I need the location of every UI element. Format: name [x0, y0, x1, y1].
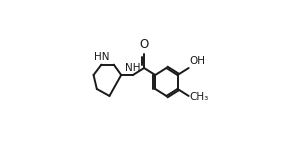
Text: CH₃: CH₃	[189, 92, 209, 102]
Text: O: O	[140, 38, 149, 51]
Text: NH: NH	[125, 63, 141, 73]
Text: HN: HN	[94, 52, 110, 62]
Text: OH: OH	[189, 56, 205, 66]
